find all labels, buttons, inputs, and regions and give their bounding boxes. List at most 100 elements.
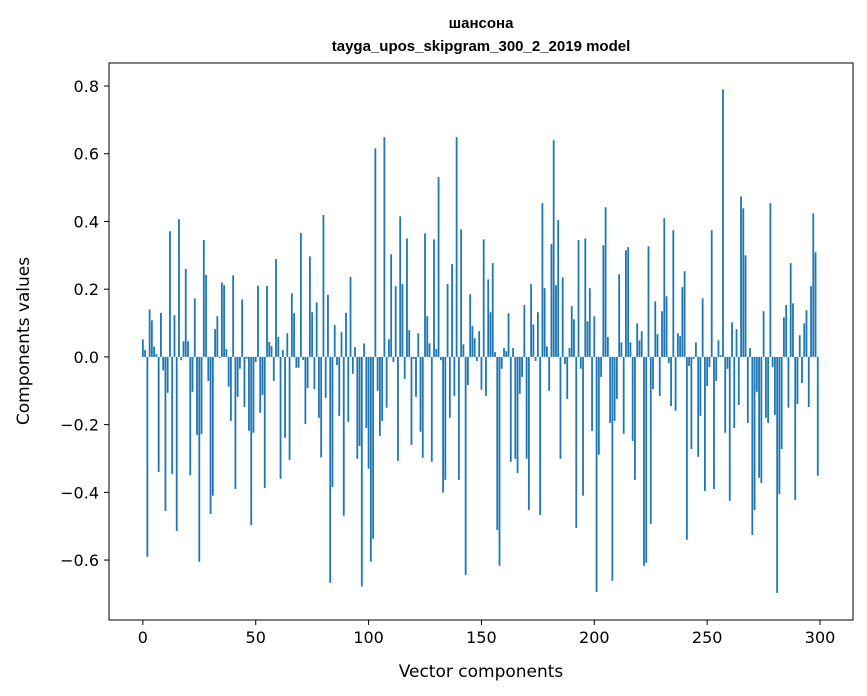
- bar-component-128: [430, 356, 433, 462]
- bar-component-56: [268, 342, 271, 357]
- bar-component-273: [758, 356, 760, 478]
- bar-component-278: [769, 203, 772, 357]
- bar-component-238: [679, 336, 681, 357]
- bar-component-8: [160, 312, 162, 357]
- bar-component-245: [694, 342, 697, 357]
- bar-component-116: [403, 356, 406, 379]
- bar-component-270: [751, 356, 754, 536]
- bar-component-139: [455, 137, 458, 357]
- bar-component-182: [552, 140, 555, 357]
- bar-component-79: [320, 356, 323, 458]
- bar-component-135: [446, 284, 449, 357]
- bar-component-27: [202, 240, 205, 357]
- bar-component-138: [453, 356, 456, 396]
- bar-component-288: [792, 303, 794, 357]
- bar-component-164: [512, 348, 514, 357]
- bar-component-165: [514, 356, 517, 459]
- bar-component-22: [191, 356, 194, 392]
- bar-component-265: [740, 196, 742, 357]
- bar-component-201: [595, 356, 598, 592]
- bar-component-187: [564, 356, 566, 365]
- bar-component-183: [555, 285, 557, 357]
- bar-component-244: [692, 356, 695, 359]
- bar-component-186: [561, 277, 564, 357]
- bar-component-276: [764, 356, 767, 418]
- bar-component-117: [406, 238, 408, 357]
- bar-component-120: [412, 356, 415, 359]
- bar-component-110: [390, 254, 393, 357]
- bar-component-203: [600, 356, 602, 377]
- bar-component-297: [812, 213, 815, 357]
- bar-component-43: [239, 356, 241, 369]
- y-tick-label: 0.8: [74, 77, 99, 96]
- bar-component-228: [656, 334, 659, 357]
- bar-component-287: [789, 263, 792, 357]
- y-tick-label: 0.2: [74, 280, 99, 299]
- bar-component-63: [284, 356, 286, 438]
- bar-component-13: [171, 356, 174, 475]
- bar-component-298: [814, 252, 817, 357]
- bar-component-174: [534, 356, 537, 361]
- bar-component-124: [421, 356, 424, 458]
- bar-component-7: [157, 356, 160, 473]
- bar-component-272: [755, 356, 758, 392]
- bar-component-64: [286, 333, 289, 357]
- bar-component-254: [715, 356, 718, 381]
- bar-component-119: [410, 356, 413, 445]
- bar-component-188: [566, 356, 569, 399]
- bar-component-102: [372, 356, 375, 539]
- bar-component-293: [803, 323, 806, 357]
- bar-component-127: [428, 343, 431, 357]
- bar-component-115: [401, 284, 404, 357]
- bar-component-114: [399, 216, 402, 357]
- bar-component-148: [476, 356, 478, 361]
- bar-component-66: [290, 293, 293, 357]
- bar-component-264: [737, 356, 740, 405]
- bar-component-12: [169, 231, 171, 357]
- bar-component-42: [236, 356, 239, 397]
- bar-component-189: [568, 348, 571, 357]
- bar-component-190: [570, 306, 573, 357]
- bar-component-103: [374, 148, 377, 357]
- bar-component-23: [193, 298, 196, 357]
- bar-component-97: [360, 356, 363, 587]
- bar-component-268: [746, 356, 749, 423]
- bar-component-106: [381, 356, 384, 421]
- bar-component-175: [536, 312, 539, 357]
- bar-component-286: [787, 356, 790, 408]
- bar-component-96: [358, 356, 361, 446]
- bar-component-2: [146, 356, 149, 557]
- chart-title-line-2: tayga_upos_skipgram_300_2_2019 model: [332, 38, 631, 55]
- bar-component-156: [494, 352, 496, 357]
- bar-component-28: [205, 274, 207, 357]
- bar-component-211: [618, 274, 621, 357]
- bar-component-111: [392, 356, 395, 362]
- bar-component-206: [606, 336, 609, 357]
- bar-component-227: [654, 301, 657, 357]
- bars-group: [141, 89, 819, 593]
- bar-component-251: [708, 356, 711, 368]
- x-tick-label: 100: [353, 628, 384, 647]
- y-axis-ticks: −0.6 −0.4 −0.2 0.0 0.2 0.4 0.6 0.8: [60, 77, 109, 570]
- bar-component-133: [442, 356, 444, 493]
- bar-component-217: [631, 356, 634, 441]
- bar-component-67: [293, 313, 295, 357]
- bar-component-225: [649, 356, 652, 524]
- bar-component-222: [643, 356, 645, 566]
- bar-component-15: [175, 356, 178, 531]
- y-tick-label: 0.6: [74, 145, 99, 164]
- bar-component-192: [575, 356, 578, 528]
- x-axis-label: Vector components: [399, 662, 564, 682]
- bar-component-60: [277, 336, 280, 357]
- bar-component-224: [647, 246, 650, 357]
- bar-component-266: [742, 208, 745, 357]
- bar-component-261: [731, 322, 733, 357]
- bar-component-37: [225, 349, 228, 357]
- bar-component-271: [753, 356, 756, 510]
- y-tick-label: −0.6: [60, 551, 99, 570]
- bar-component-208: [611, 356, 614, 581]
- bar-component-163: [509, 356, 512, 462]
- bar-component-24: [196, 356, 198, 436]
- bar-component-36: [223, 285, 226, 357]
- bar-component-196: [584, 238, 587, 357]
